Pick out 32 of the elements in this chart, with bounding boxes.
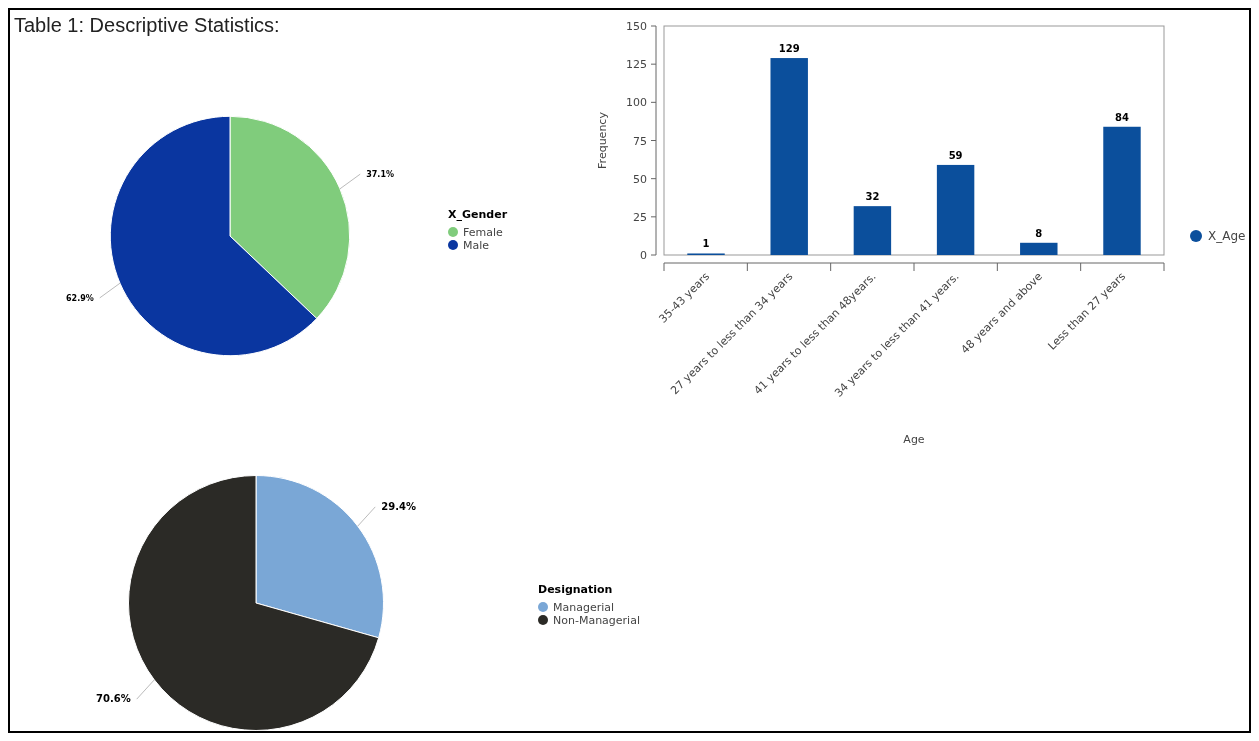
y-tick-label: 125 [626, 58, 647, 72]
x-axis-title: Age [903, 433, 925, 446]
legend-title: X_Gender [448, 208, 508, 221]
y-tick-label: 100 [626, 96, 647, 110]
legend-label: X_Age [1208, 229, 1246, 243]
data-label: 37.1% [366, 170, 394, 180]
data-label: 70.6% [96, 693, 131, 705]
y-tick-label: 150 [626, 20, 647, 33]
data-label: 8 [1035, 227, 1043, 239]
y-tick-label: 0 [640, 249, 647, 262]
data-label: 32 [865, 191, 880, 203]
data-label: 1 [702, 238, 710, 250]
y-tick-label: 25 [633, 210, 647, 224]
bar [853, 206, 892, 255]
bar [1020, 242, 1058, 255]
legend-label: Male [463, 239, 490, 252]
data-label: 84 [1115, 111, 1129, 123]
data-label: 62.9% [66, 293, 94, 303]
data-label: 29.4% [381, 500, 416, 512]
y-tick-label: 50 [633, 172, 647, 186]
legend-label: Managerial [553, 601, 615, 614]
legend-label: Non-Managerial [553, 614, 640, 627]
bar [936, 164, 975, 255]
legend-title: Designation [538, 583, 613, 596]
legend-label: Female [463, 226, 504, 239]
y-tick-label: 75 [633, 134, 647, 148]
chart-title: Table 1: Descriptive Statistics: [14, 14, 280, 36]
bar [1103, 126, 1141, 255]
data-label: 59 [948, 149, 963, 161]
y-axis-title: Frequency [596, 111, 609, 169]
bar [770, 58, 808, 255]
data-label: 129 [778, 43, 800, 55]
